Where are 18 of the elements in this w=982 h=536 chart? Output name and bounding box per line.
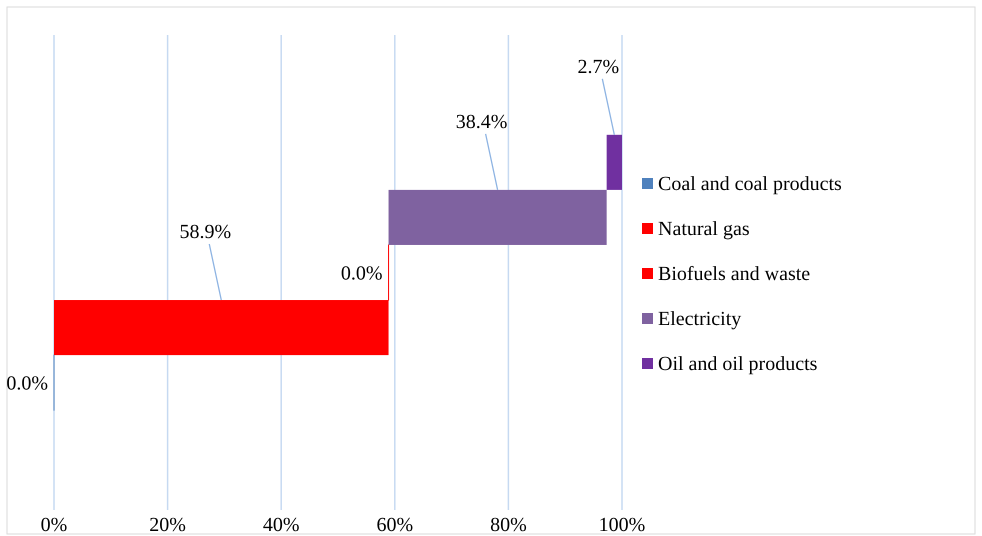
data-label: 0.0% (340, 262, 383, 284)
legend-label: Natural gas (658, 218, 750, 240)
x-tick-label: 60% (376, 514, 414, 536)
data-label: 2.7% (577, 56, 620, 78)
x-tick-label: 40% (262, 514, 300, 536)
x-tick-label: 20% (149, 514, 186, 536)
x-tick-label: 80% (490, 514, 527, 536)
x-tick-label: 100% (598, 514, 646, 536)
legend-label: Coal and coal products (658, 173, 842, 195)
x-tick-label: 0% (40, 514, 68, 536)
data-label: 0.0% (6, 372, 48, 395)
bar (388, 190, 607, 245)
legend-label: Oil and oil products (658, 353, 818, 375)
legend-label: Electricity (658, 308, 742, 330)
data-label: 38.4% (456, 110, 508, 133)
data-label: 58.9% (179, 221, 232, 244)
legend-label: Biofuels and waste (658, 263, 810, 285)
bar (606, 134, 622, 190)
